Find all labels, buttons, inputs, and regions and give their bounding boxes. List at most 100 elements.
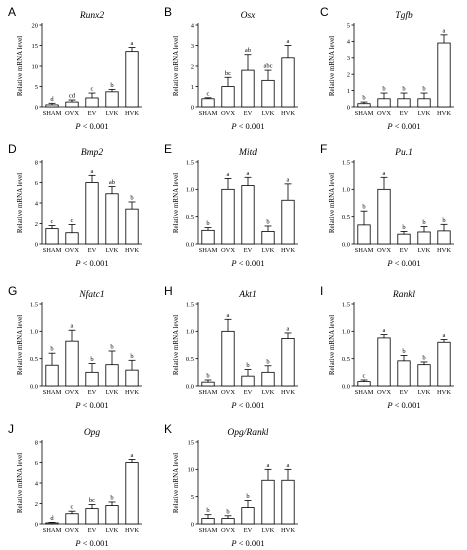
category-label: EV [88, 527, 97, 534]
significance-letter: a [287, 38, 290, 45]
bar-hvk [281, 338, 295, 387]
category-label: OVX [65, 527, 79, 534]
category-label: LVK [418, 389, 431, 396]
y-axis-label: Relative mRNA level [172, 453, 180, 513]
bar-ev [397, 233, 411, 245]
bar-lvk [417, 98, 431, 108]
significance-letter: abc [263, 63, 272, 70]
gene-title: Rankl [392, 290, 416, 300]
bar-sham [357, 103, 371, 108]
gene-title: Opg/Rankl [227, 428, 269, 438]
bar-ev [241, 185, 255, 245]
y-tick-label: 10 [188, 467, 195, 474]
y-tick-label: 15 [32, 43, 39, 50]
significance-letter: cd [69, 93, 76, 100]
category-label: HVK [437, 389, 451, 396]
category-label: LVK [262, 247, 275, 254]
significance-letter: b [402, 86, 405, 93]
bar-ovx [377, 337, 391, 387]
category-label: LVK [418, 110, 431, 117]
panel-letter: D [8, 142, 17, 156]
significance-letter: b [130, 194, 133, 201]
significance-letter: b [422, 219, 425, 226]
bar-sham [201, 518, 215, 525]
y-axis-label: Relative mRNA level [172, 173, 180, 233]
category-label: OVX [221, 389, 235, 396]
category-label: OVX [65, 389, 79, 396]
significance-letter: bc [89, 497, 95, 504]
significance-letter: b [130, 353, 133, 360]
y-tick-label: 2 [347, 72, 350, 79]
bar-sham [201, 98, 215, 108]
significance-letter: b [402, 224, 405, 231]
significance-letter: b [110, 494, 113, 501]
bar-ovx [221, 330, 235, 387]
significance-letter: b [110, 82, 113, 89]
y-tick-label: 0.5 [186, 356, 194, 363]
y-axis-label: Relative mRNA level [172, 315, 180, 375]
bar-hvk [437, 230, 451, 245]
category-label: HVK [281, 527, 295, 534]
bar-ev [397, 98, 411, 108]
bar-lvk [417, 231, 431, 245]
gene-title: Osx [241, 11, 257, 21]
bar-hvk [125, 462, 139, 525]
significance-letter: b [362, 204, 365, 211]
significance-letter: c [91, 86, 94, 93]
category-label: LVK [106, 389, 119, 396]
bar-ev [241, 69, 255, 108]
significance-letter: b [206, 372, 209, 379]
bar-hvk [125, 369, 139, 387]
bar-sham [45, 104, 59, 108]
y-tick-label: 8 [35, 439, 38, 446]
significance-letter: c [207, 90, 210, 97]
category-label: EV [244, 527, 253, 534]
bar-lvk [105, 91, 119, 108]
gene-title: Akt1 [238, 290, 256, 300]
category-label: SHAM [199, 389, 218, 396]
panel-j: J Opg Relative mRNA level 0 2 4 6 8 d SHAM c OVX bc E… [8, 422, 142, 548]
category-label: SHAM [355, 110, 374, 117]
p-value: P < 0.001 [386, 121, 420, 131]
bar-ovx [221, 188, 235, 245]
panel-letter: H [164, 284, 173, 298]
y-tick-label: 0.5 [30, 356, 38, 363]
bar-lvk [105, 505, 119, 525]
bar-ovx [65, 340, 79, 387]
category-label: HVK [125, 247, 139, 254]
gene-title: Opg [84, 428, 101, 438]
category-label: EV [88, 110, 97, 117]
gene-title: Mitd [238, 148, 257, 158]
y-axis-label: Relative mRNA level [328, 315, 336, 375]
y-tick-label: 0 [35, 104, 38, 111]
bar-hvk [281, 479, 295, 525]
category-label: SHAM [355, 389, 374, 396]
significance-letter: ab [245, 47, 251, 54]
bar-ev [85, 508, 99, 525]
y-tick-label: 0.5 [342, 214, 350, 221]
bar-ovx [65, 513, 79, 525]
significance-letter: b [90, 356, 93, 363]
y-tick-label: 0.0 [342, 241, 350, 248]
significance-letter: b [246, 493, 249, 500]
y-tick-label: 1.5 [186, 159, 194, 166]
category-label: EV [400, 389, 409, 396]
panel-letter: E [164, 142, 172, 156]
y-tick-label: 5 [35, 84, 38, 91]
gene-title: Tgfb [395, 10, 413, 21]
y-tick-label: 5 [191, 494, 194, 501]
category-label: SHAM [43, 527, 62, 534]
bar-hvk [281, 199, 295, 245]
y-tick-label: 4 [347, 39, 351, 46]
bar-hvk [437, 42, 451, 108]
category-label: LVK [262, 110, 275, 117]
y-tick-label: 0 [347, 104, 350, 111]
significance-letter: a [71, 323, 74, 330]
category-label: SHAM [199, 247, 218, 254]
y-tick-label: 10 [32, 63, 39, 70]
category-label: OVX [65, 110, 79, 117]
p-value: P < 0.001 [230, 121, 264, 131]
panel-g: G Nfatc1 Relative mRNA level 0.0 0.5 1.0 1.5 b S… [8, 284, 142, 410]
panel-k: K Opg/Rankl Relative mRNA level 0 5 10 15 b SHAM… [164, 422, 298, 548]
bar-lvk [417, 364, 431, 387]
